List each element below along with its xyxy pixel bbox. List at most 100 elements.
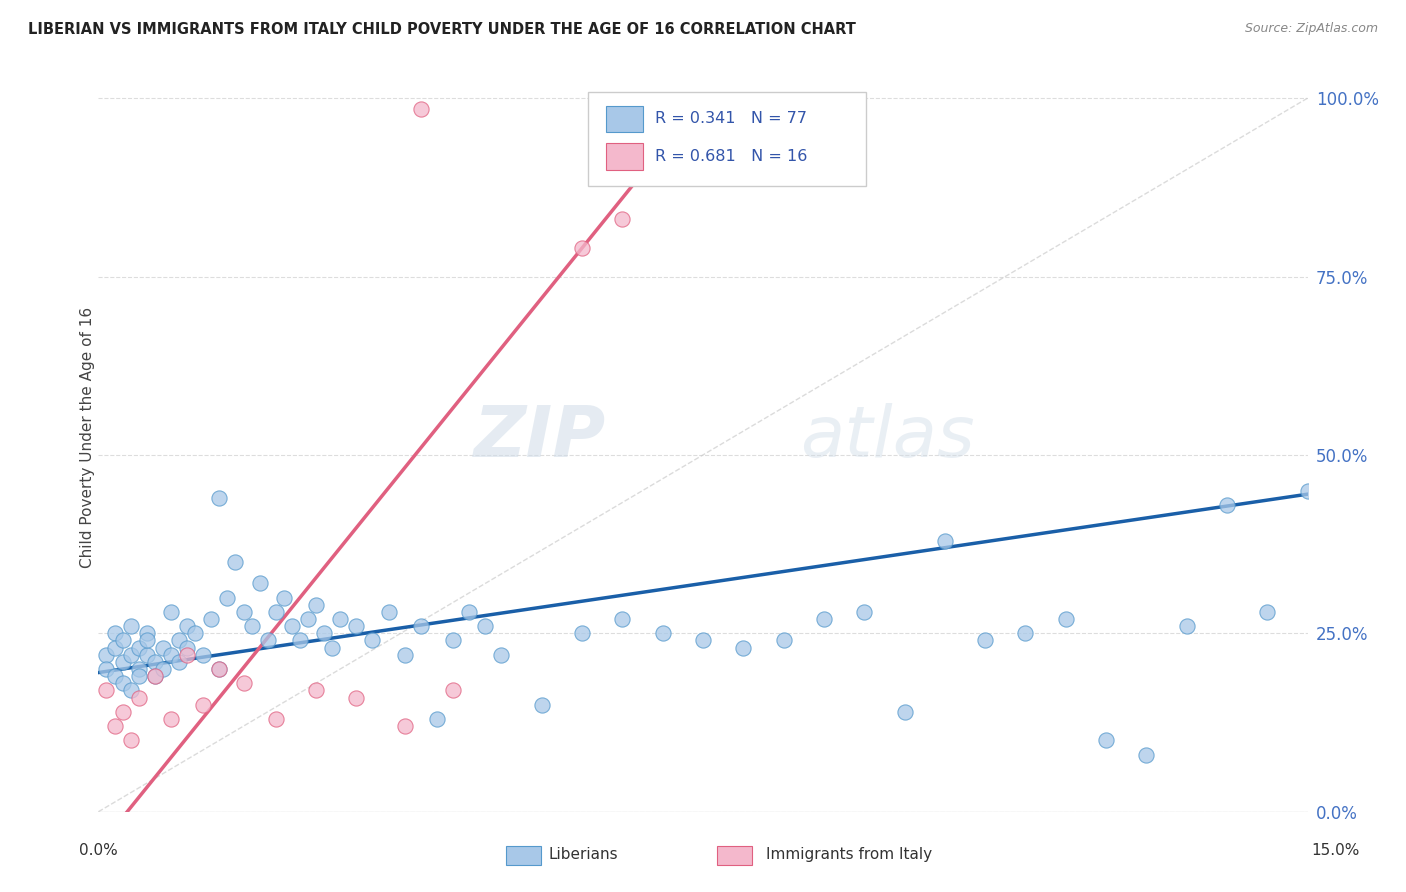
Point bbox=[297, 612, 319, 626]
Text: LIBERIAN VS IMMIGRANTS FROM ITALY CHILD POVERTY UNDER THE AGE OF 16 CORRELATION : LIBERIAN VS IMMIGRANTS FROM ITALY CHILD … bbox=[28, 22, 856, 37]
Point bbox=[394, 648, 416, 662]
Point bbox=[232, 605, 254, 619]
Point bbox=[160, 648, 183, 662]
Point bbox=[184, 626, 207, 640]
Point bbox=[111, 633, 134, 648]
Point bbox=[651, 626, 673, 640]
Point bbox=[120, 733, 142, 747]
Point bbox=[329, 612, 352, 626]
Point bbox=[128, 640, 150, 655]
Point bbox=[200, 612, 222, 626]
Point bbox=[273, 591, 295, 605]
Point bbox=[240, 619, 263, 633]
Point bbox=[256, 633, 278, 648]
Point bbox=[167, 633, 190, 648]
Point bbox=[111, 655, 134, 669]
Point bbox=[128, 669, 150, 683]
Point bbox=[813, 612, 835, 626]
Point bbox=[103, 669, 125, 683]
Point bbox=[1256, 605, 1278, 619]
Point bbox=[1216, 498, 1239, 512]
Point bbox=[377, 605, 399, 619]
Text: Immigrants from Italy: Immigrants from Italy bbox=[766, 847, 932, 862]
Point bbox=[160, 712, 183, 726]
Point bbox=[441, 633, 464, 648]
Point bbox=[305, 598, 328, 612]
Point bbox=[143, 669, 166, 683]
Point bbox=[344, 690, 367, 705]
Point bbox=[571, 626, 593, 640]
Point bbox=[264, 712, 287, 726]
Point bbox=[111, 705, 134, 719]
Point bbox=[772, 633, 794, 648]
Point bbox=[264, 605, 287, 619]
Text: R = 0.681   N = 16: R = 0.681 N = 16 bbox=[655, 149, 807, 163]
Point bbox=[394, 719, 416, 733]
Point bbox=[612, 212, 634, 227]
Point bbox=[530, 698, 553, 712]
Point bbox=[103, 719, 125, 733]
Y-axis label: Child Poverty Under the Age of 16: Child Poverty Under the Age of 16 bbox=[80, 307, 94, 567]
Point bbox=[612, 612, 634, 626]
Text: atlas: atlas bbox=[800, 402, 974, 472]
Point bbox=[135, 633, 157, 648]
Point bbox=[441, 683, 464, 698]
Point bbox=[103, 640, 125, 655]
Point bbox=[321, 640, 343, 655]
Point bbox=[474, 619, 496, 633]
Point bbox=[249, 576, 271, 591]
Point bbox=[128, 662, 150, 676]
FancyBboxPatch shape bbox=[588, 93, 866, 186]
Point bbox=[208, 662, 231, 676]
Point bbox=[96, 683, 118, 698]
Point bbox=[128, 690, 150, 705]
Point bbox=[1095, 733, 1118, 747]
Point bbox=[1175, 619, 1198, 633]
Point bbox=[409, 619, 432, 633]
Point bbox=[409, 102, 432, 116]
Point bbox=[224, 555, 246, 569]
Point bbox=[288, 633, 311, 648]
Point bbox=[208, 662, 231, 676]
Point bbox=[893, 705, 915, 719]
Text: 0.0%: 0.0% bbox=[79, 843, 118, 858]
Point bbox=[120, 619, 142, 633]
Point bbox=[193, 648, 215, 662]
Point bbox=[974, 633, 997, 648]
Point bbox=[1054, 612, 1077, 626]
Point bbox=[208, 491, 231, 505]
Point bbox=[152, 662, 174, 676]
Point bbox=[281, 619, 304, 633]
Point bbox=[176, 619, 198, 633]
Point bbox=[1135, 747, 1157, 762]
Text: R = 0.341   N = 77: R = 0.341 N = 77 bbox=[655, 112, 807, 126]
Point bbox=[934, 533, 956, 548]
Point bbox=[176, 648, 198, 662]
Point bbox=[571, 241, 593, 255]
Point bbox=[458, 605, 481, 619]
Point bbox=[232, 676, 254, 690]
Point bbox=[853, 605, 876, 619]
Point bbox=[160, 605, 183, 619]
Text: Liberians: Liberians bbox=[548, 847, 619, 862]
Point bbox=[152, 640, 174, 655]
Point bbox=[344, 619, 367, 633]
Text: Source: ZipAtlas.com: Source: ZipAtlas.com bbox=[1244, 22, 1378, 36]
Text: 15.0%: 15.0% bbox=[1312, 843, 1360, 858]
Point bbox=[491, 648, 513, 662]
Point bbox=[305, 683, 328, 698]
Point bbox=[120, 683, 142, 698]
Point bbox=[217, 591, 239, 605]
Point bbox=[167, 655, 190, 669]
Point bbox=[143, 655, 166, 669]
Point bbox=[314, 626, 336, 640]
Bar bbox=[606, 106, 643, 132]
Point bbox=[143, 669, 166, 683]
Point bbox=[135, 626, 157, 640]
Bar bbox=[606, 144, 643, 169]
Point bbox=[103, 626, 125, 640]
Point bbox=[361, 633, 384, 648]
Text: ZIP: ZIP bbox=[474, 402, 606, 472]
Point bbox=[692, 633, 714, 648]
Point bbox=[111, 676, 134, 690]
